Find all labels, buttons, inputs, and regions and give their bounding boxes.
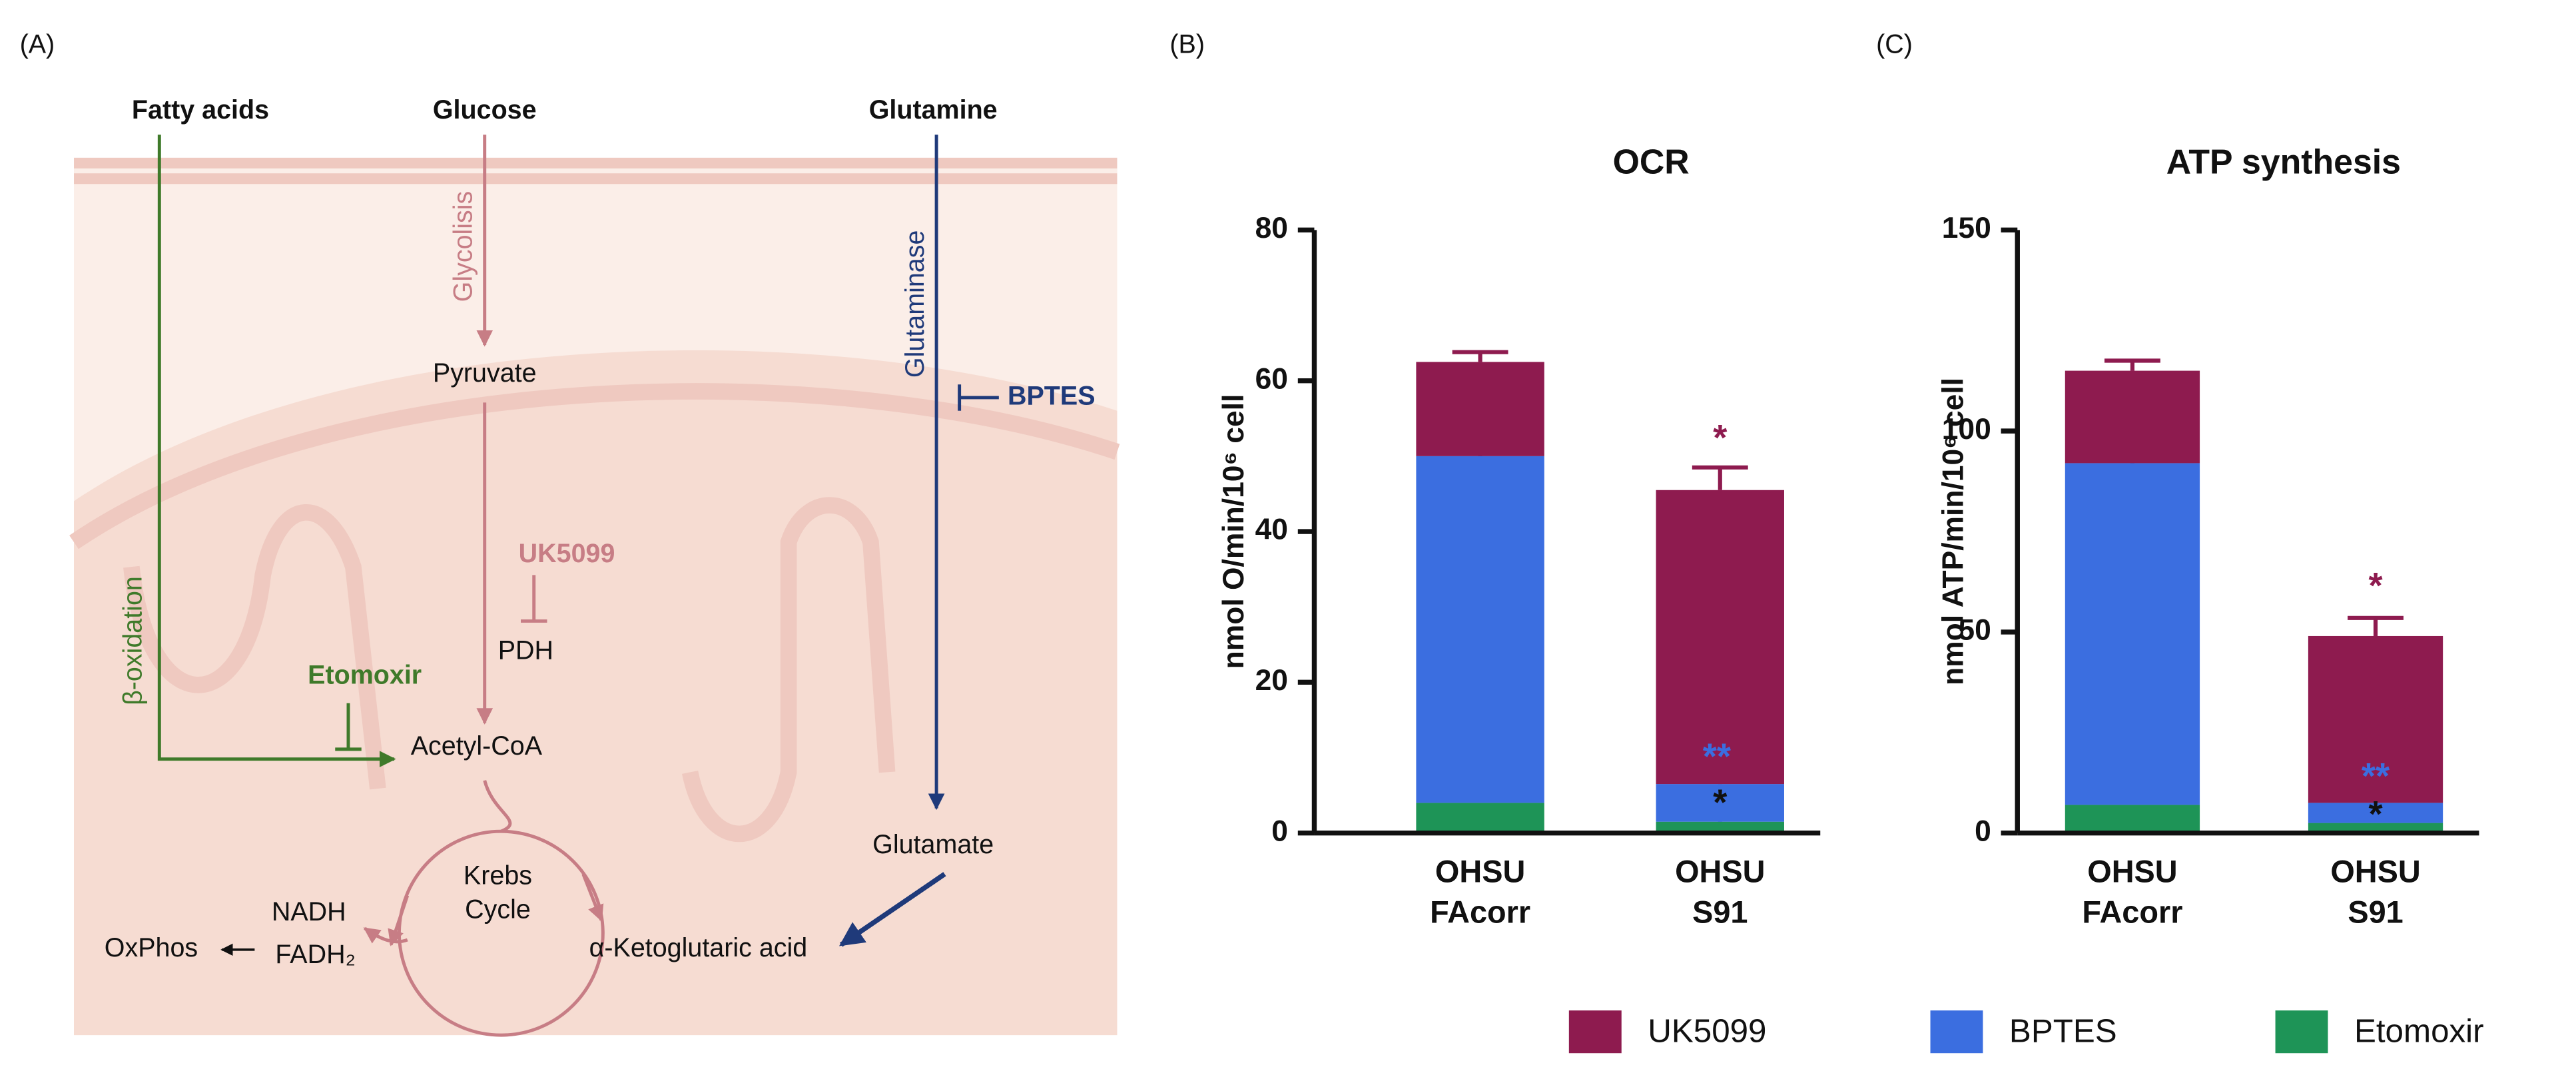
bar-segment	[1416, 456, 1544, 803]
y-axis-label: nmol O/min/10⁶ cell	[1217, 394, 1250, 669]
nadh-arrow	[363, 926, 408, 944]
y-tick-label: 0	[1271, 815, 1288, 847]
label: UK5099	[519, 539, 615, 568]
label: PDH	[498, 636, 553, 665]
y-tick-label: 60	[1255, 362, 1288, 395]
error-bar	[2104, 358, 2160, 371]
label: BPTES	[1008, 381, 1096, 410]
x-tick-label: OHSU FAcorr	[1430, 855, 1530, 930]
krebs-arrow	[581, 873, 604, 922]
y-tick-label: 80	[1255, 212, 1288, 244]
label: α-Ketoglutaric acid	[589, 933, 808, 962]
legend-swatch	[1930, 1010, 1983, 1054]
y-tick-label: 50	[1958, 614, 1991, 647]
mitochondrion	[74, 350, 1118, 1036]
label: Etomoxir	[308, 661, 422, 690]
acetyl-arrow	[483, 780, 512, 833]
error-bar	[2348, 615, 2404, 636]
bar-segment	[2308, 635, 2443, 803]
annotation: **	[2362, 756, 2390, 797]
annotation: *	[1713, 782, 1728, 823]
legend-swatch	[2275, 1010, 2328, 1054]
label: OxPhos	[105, 933, 198, 962]
label: β-oxidation	[119, 576, 148, 705]
annotation: *	[2368, 793, 2383, 834]
label: Fatty acids	[132, 95, 269, 125]
bar-segment	[2308, 823, 2443, 833]
label: Glutamine	[869, 95, 998, 125]
panel-label: (A)	[20, 29, 55, 59]
bar-segment	[2065, 370, 2200, 464]
bar-segment	[2065, 805, 2200, 833]
bar-segment	[2065, 463, 2200, 805]
x-tick-label: OHSU S91	[2330, 855, 2420, 930]
label: Glutamate	[872, 830, 994, 859]
y-tick-label: 40	[1255, 514, 1288, 546]
bar-segment	[1656, 784, 1784, 822]
legend-label: Etomoxir	[2354, 1013, 2484, 1050]
bar-segment	[1416, 803, 1544, 833]
annotation: *	[2368, 565, 2383, 605]
label: Glutaminase	[900, 230, 930, 378]
error-bar	[1692, 465, 1748, 490]
bar-segment	[1656, 490, 1784, 785]
glutamate-arrow	[838, 872, 946, 947]
y-tick-label: 150	[1942, 212, 1991, 244]
label: FADH₂	[275, 940, 356, 969]
y-tick-label: 0	[1975, 815, 1991, 847]
mito-membrane	[69, 383, 1120, 549]
label: NADH	[272, 897, 346, 926]
annotation: *	[1713, 417, 1728, 458]
x-tick-label: OHSU S91	[1675, 855, 1765, 930]
legend-label: BPTES	[2009, 1013, 2117, 1050]
legend-label: UK5099	[1648, 1013, 1766, 1050]
error-bar	[1452, 350, 1508, 362]
label: Krebs Cycle	[464, 861, 532, 924]
bar-segment	[1656, 821, 1784, 833]
x-tick-label: OHSU FAcorr	[2082, 855, 2182, 930]
chart-title: ATP synthesis	[2166, 142, 2401, 180]
bar-segment	[1416, 362, 1544, 456]
krebs-arrow	[388, 895, 410, 946]
label: Acetyl-CoA	[411, 731, 543, 761]
annotation: **	[1703, 736, 1732, 777]
y-tick-label: 20	[1255, 664, 1288, 697]
diagram: Fatty acids Glucose Glutamine Glycolisis…	[69, 95, 1120, 1037]
y-axis-label: nmol ATP/min/10⁶ cell	[1937, 378, 1969, 685]
label: Pyruvate	[433, 358, 537, 388]
y-tick-label: 100	[1942, 413, 1991, 446]
beta-oxidation-path	[157, 135, 396, 768]
label: Glucose	[433, 95, 537, 125]
panel-label: (B)	[1169, 29, 1205, 59]
panel-label: (C)	[1876, 29, 1913, 59]
label: Glycolisis	[449, 191, 478, 302]
bar-segment	[2308, 803, 2443, 823]
chart-title: OCR	[1613, 142, 1690, 180]
legend-swatch	[1568, 1010, 1622, 1054]
